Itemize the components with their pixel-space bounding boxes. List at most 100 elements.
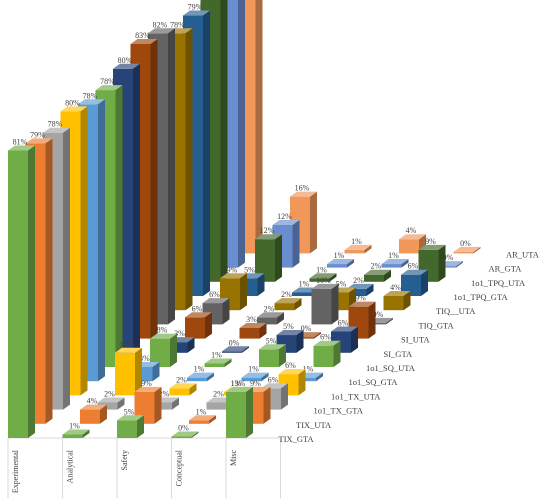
bar-side (115, 85, 123, 367)
bar-top (239, 322, 267, 328)
bar-top (169, 383, 197, 389)
bar-1o1-sq-uta-analytical: 8% (150, 326, 177, 367)
bar-top (222, 346, 249, 352)
bar-side (386, 317, 393, 325)
bar-top (418, 244, 446, 250)
bar-side (45, 138, 53, 424)
bar-side (191, 431, 199, 438)
bar-top (226, 386, 253, 392)
data-label: 6% (209, 290, 220, 299)
bar-front (274, 303, 295, 311)
bar-side (281, 383, 288, 410)
data-label: 6% (338, 319, 349, 328)
data-label: 0% (443, 253, 454, 262)
bar-side (28, 145, 35, 438)
bar-front (62, 434, 83, 438)
bar-side (298, 369, 306, 396)
bar-front (327, 264, 347, 268)
bar-1o1-sq-uta-misc: 6% (313, 333, 341, 367)
data-label: 1% (351, 237, 362, 246)
data-label: 13% (231, 379, 246, 388)
bar-front (259, 349, 279, 367)
bar-side (263, 386, 271, 424)
bar-top (171, 431, 199, 437)
bar-top (276, 330, 304, 336)
data-label: 0% (460, 239, 471, 248)
bar-tiq-gta-safety: 2% (257, 304, 284, 325)
bar-side (456, 261, 463, 268)
bar-front (8, 150, 28, 438)
bar-tix-gta-experimental: 81% (8, 137, 35, 438)
data-label: 4% (406, 226, 417, 235)
bar-1o1-tx-uta-analytical: 12% (115, 340, 142, 396)
data-label: 2% (264, 304, 275, 313)
series-label-1o1-tpq-uta: 1o1_TPQ_UTA (471, 278, 526, 288)
series-si-uta: 83% 6% 3% 0% 9% (130, 31, 376, 339)
series-label-tiq-uta: TIQ__UTA (436, 306, 476, 316)
bar-side (331, 283, 339, 325)
data-label: 3% (246, 315, 257, 324)
data-label: 5% (266, 336, 277, 345)
data-label: 80% (118, 56, 133, 65)
data-label: 5% (283, 322, 294, 331)
bar-side (329, 273, 337, 282)
data-label: 9% (355, 294, 366, 303)
series-label-1o1-tx-uta: 1o1_TX_UTA (331, 391, 381, 401)
bar-top (313, 340, 341, 346)
bar-side (294, 298, 302, 311)
bar-ar-uta-safety: 1% (344, 237, 372, 254)
bar-side (135, 347, 142, 396)
data-label: 78% (100, 77, 115, 86)
bar-top (272, 220, 300, 225)
bar-side (473, 246, 481, 254)
bar-1o1-sq-gta-conceptual: 1% (241, 365, 269, 382)
bar-side (117, 397, 125, 410)
bar-front (226, 391, 246, 438)
bar-front (152, 402, 172, 410)
data-label: 2% (281, 290, 292, 299)
bar-side (168, 28, 175, 325)
data-label: 83% (135, 31, 150, 40)
bar-side (438, 244, 446, 282)
data-label: 2% (104, 390, 115, 399)
series-label-tix-uta: TIX_UTA (296, 420, 332, 430)
series-label-si-gta: SI_GTA (384, 349, 413, 359)
bar-front (222, 351, 242, 353)
data-label: 4% (87, 397, 98, 406)
data-label: 3% (174, 329, 185, 338)
bar-top (148, 28, 175, 34)
data-label: 0% (229, 338, 240, 347)
bar-top (187, 372, 214, 378)
bar-front (366, 322, 386, 325)
bar-1o1-tpq-uta-safety: 1% (309, 265, 337, 282)
bar-top (60, 106, 88, 112)
data-label: 9% (250, 379, 261, 388)
data-label: 6% (285, 361, 296, 370)
bar-top (43, 127, 70, 133)
bar-top (401, 269, 428, 275)
bar-top (97, 397, 125, 403)
series-ar-uta: 79%16%1%4%0% (235, 0, 481, 254)
data-label: 8% (157, 326, 168, 335)
bar-tiq-uta-safety: 2% (274, 290, 302, 311)
data-label: 2% (353, 276, 364, 285)
bar-side (384, 269, 391, 282)
bar-front (296, 377, 316, 382)
bar-side (242, 346, 249, 353)
bar-ar-uta-conceptual: 4% (399, 226, 426, 254)
bar-tix-gta-analytical: 1% (62, 421, 90, 438)
data-label: 1% (388, 251, 399, 260)
bar-side (240, 273, 247, 311)
series-label-si-uta: SI_UTA (401, 335, 430, 345)
bar-side (275, 234, 282, 282)
bar-top (220, 273, 247, 279)
bar-front (399, 239, 419, 254)
bar-side (137, 415, 144, 438)
bar-front (313, 345, 334, 367)
category-label: Misc (229, 450, 238, 466)
bar-side (63, 127, 70, 410)
data-label: 9% (425, 237, 436, 246)
bar-top (185, 312, 212, 318)
bar-side (257, 273, 265, 296)
